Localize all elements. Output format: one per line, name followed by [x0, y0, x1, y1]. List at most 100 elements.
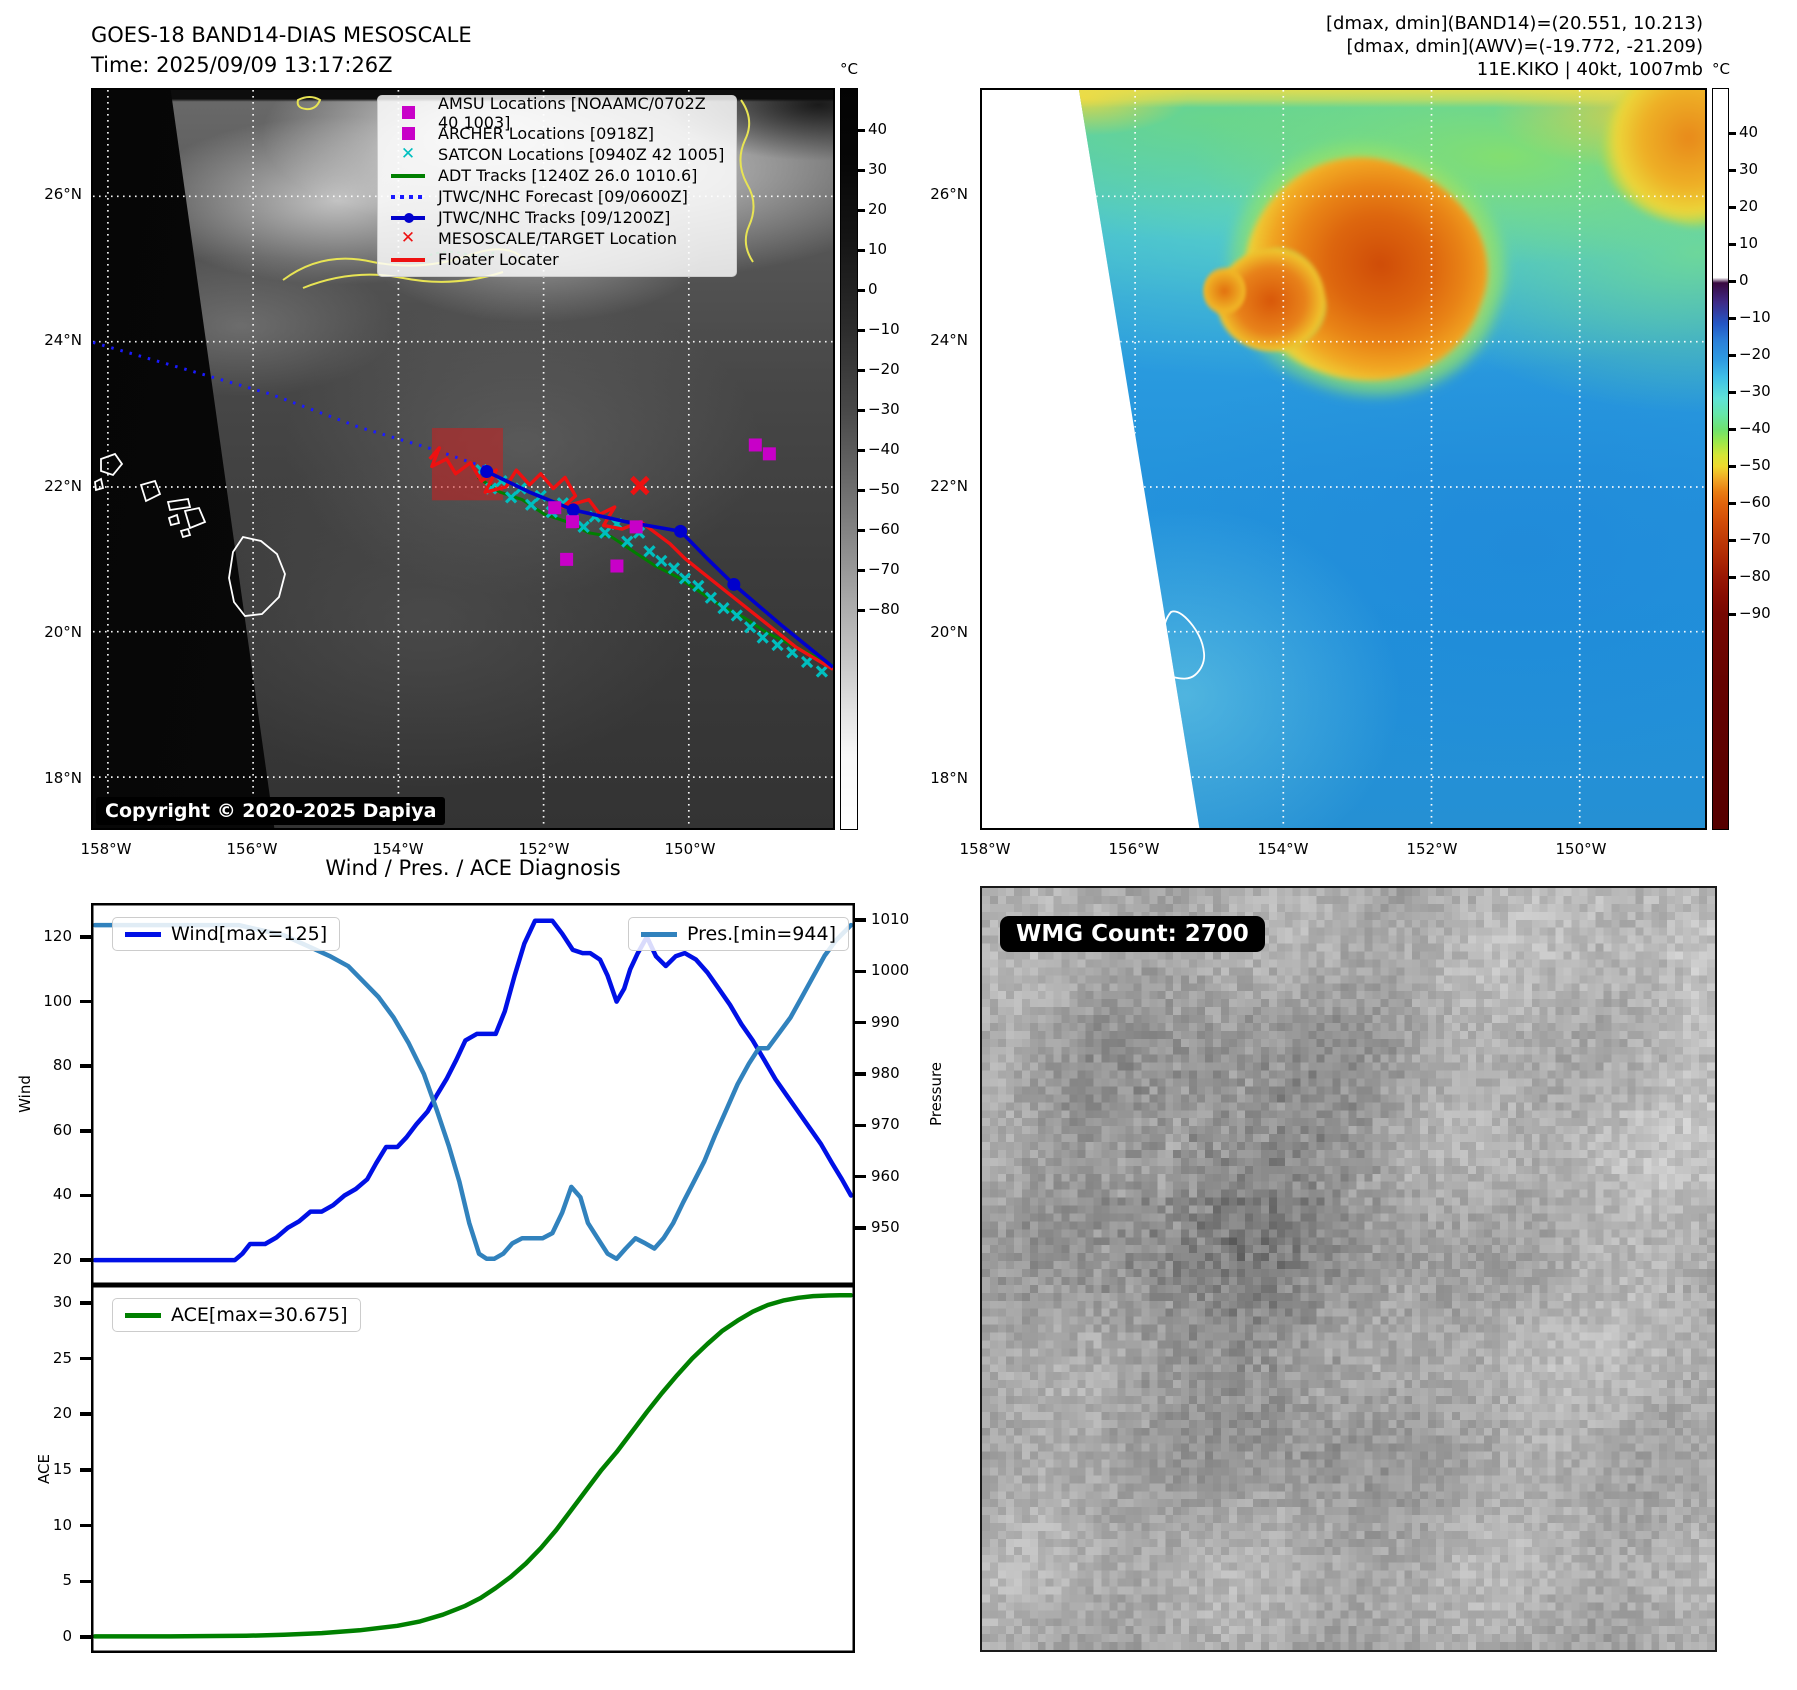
wind-tick [80, 1064, 91, 1068]
pressure-tick-label: 990 [871, 1012, 900, 1031]
map-legend-item: Floater Locater [386, 249, 728, 270]
map-legend-item: AMSU Locations [NOAAMC/0702Z 40 1003] [386, 94, 728, 132]
ace-tick-label: 15 [52, 1459, 72, 1478]
info-line-1: [dmax, dmin](BAND14)=(20.551, 10.213) [1326, 13, 1703, 34]
line-marker-icon [386, 257, 430, 262]
wind-tick-label: 100 [43, 991, 72, 1010]
wmg-count-badge: WMG Count: 2700 [1000, 916, 1265, 952]
ace-tick-label: 5 [62, 1571, 72, 1590]
map-legend-label: MESOSCALE/TARGET Location [438, 229, 677, 248]
ir-colorbar-tick-label: 40 [868, 120, 888, 138]
ir-colorbar-tick [858, 489, 865, 492]
lat-label: 20°N [44, 622, 82, 641]
ace-tick-label: 10 [52, 1515, 72, 1534]
wind-tick [80, 935, 91, 939]
ir-colorbar-tick [858, 329, 865, 332]
awv-map-overlay [1079, 90, 1705, 828]
awv-colorbar-tick [1729, 465, 1736, 468]
wind-tick [80, 1129, 91, 1133]
pressure-tick-label: 980 [871, 1063, 900, 1082]
map-legend-item: ARCHER Locations [0918Z] [386, 123, 728, 144]
wind-line-swatch [125, 931, 161, 937]
awv-colorbar-tick [1729, 391, 1736, 394]
awv-colorbar-tick [1729, 132, 1736, 135]
ir-colorbar-tick [858, 129, 865, 132]
ace-tick [80, 1301, 91, 1305]
pressure-tick-label: 960 [871, 1166, 900, 1185]
pressure-tick [855, 1174, 866, 1179]
ir-colorbar-tick-label: −40 [868, 440, 900, 458]
ace-tick-label: 0 [62, 1626, 72, 1645]
wind-tick-label: 20 [52, 1250, 72, 1269]
lat-label: 24°N [44, 331, 82, 350]
ace-chart [91, 1285, 855, 1653]
lat-label: 22°N [930, 477, 968, 496]
ace-tick [80, 1412, 91, 1416]
ir-colorbar-tick-label: −80 [868, 600, 900, 618]
awv-colorbar-tick [1729, 539, 1736, 542]
lon-label: 154°W [1257, 840, 1309, 858]
x-marker-icon: ✕ [400, 144, 416, 164]
pressure-tick-label: 970 [871, 1115, 900, 1134]
awv-colorbar-tick-label: 10 [1739, 234, 1759, 252]
wmg-pixel-panel: WMG Count: 2700 [980, 886, 1717, 1652]
awv-colorbar-tick-label: 40 [1739, 123, 1759, 141]
ir-colorbar [840, 88, 858, 830]
ir-colorbar-tick-label: −20 [868, 360, 900, 378]
map-legend-item: ✕ MESOSCALE/TARGET Location [386, 228, 728, 249]
lat-label: 24°N [930, 331, 968, 350]
wind-axis-label: Wind [16, 1075, 34, 1113]
awv-colorbar-tick-label: −50 [1739, 456, 1771, 474]
awv-colorbar-tick [1729, 317, 1736, 320]
ir-colorbar-tick [858, 169, 865, 172]
awv-colorbar-tick [1729, 169, 1736, 172]
map-legend-item: JTWC/NHC Forecast [09/0600Z] [386, 186, 728, 207]
wind-tick [80, 999, 91, 1004]
awv-colorbar-tick [1729, 354, 1736, 357]
x-marker-icon: ✕ [400, 228, 416, 248]
ir-colorbar-tick [858, 569, 865, 572]
ir-colorbar-tick-label: 10 [868, 240, 888, 258]
ir-colorbar-tick [858, 209, 865, 212]
pressure-tick [855, 1123, 866, 1128]
storm-info: [dmax, dmin](BAND14)=(20.551, 10.213) [d… [1000, 12, 1703, 81]
pressure-tick [855, 1072, 866, 1076]
map-legend-label: ADT Tracks [1240Z 26.0 1010.6] [438, 166, 698, 185]
awv-colorbar-tick-label: −80 [1739, 567, 1771, 585]
awv-colorbar-tick-label: −10 [1739, 308, 1771, 326]
pressure-tick-label: 1010 [871, 909, 910, 928]
pressure-line-swatch [641, 931, 677, 937]
pressure-legend: Pres.[min=944] [628, 917, 849, 951]
info-line-3: 11E.KIKO | 40kt, 1007mb [1476, 59, 1703, 80]
lat-label: 18°N [44, 768, 82, 787]
pressure-tick [855, 969, 866, 974]
wind-tick-label: 60 [52, 1120, 72, 1139]
pressure-tick [855, 1226, 866, 1230]
ir-colorbar-tick-label: −70 [868, 560, 900, 578]
wind-tick [80, 1193, 91, 1198]
lon-label: 152°W [518, 840, 570, 858]
wind-tick-label: 80 [52, 1056, 72, 1075]
ace-legend-label: ACE[max=30.675] [171, 1304, 348, 1326]
pressure-legend-label: Pres.[min=944] [687, 923, 836, 945]
awv-colorbar-tick-label: −90 [1739, 604, 1771, 622]
ace-tick [80, 1635, 91, 1639]
awv-colorbar-tick [1729, 428, 1736, 431]
pressure-tick [855, 1020, 866, 1025]
ir-colorbar-tick-label: 20 [868, 200, 888, 218]
awv-colorbar-tick [1729, 502, 1736, 505]
awv-colorbar-tick [1729, 280, 1736, 283]
map-legend-label: SATCON Locations [0940Z 42 1005] [438, 145, 725, 164]
ir-colorbar-unit: °C [840, 60, 858, 78]
ir-colorbar-tick [858, 449, 865, 452]
awv-colorbar-tick-label: −70 [1739, 530, 1771, 548]
lon-label: 154°W [372, 840, 424, 858]
awv-colorbar-tick-label: 30 [1739, 160, 1759, 178]
map-legend-label: JTWC/NHC Forecast [09/0600Z] [438, 187, 688, 206]
lon-label: 150°W [664, 840, 716, 858]
wind-tick [80, 1258, 91, 1262]
title-line-2: Time: 2025/09/09 13:17:26Z [91, 53, 393, 77]
awv-colorbar-tick-label: 0 [1739, 271, 1749, 289]
map-legend: AMSU Locations [NOAAMC/0702Z 40 1003] ARC… [377, 94, 737, 277]
